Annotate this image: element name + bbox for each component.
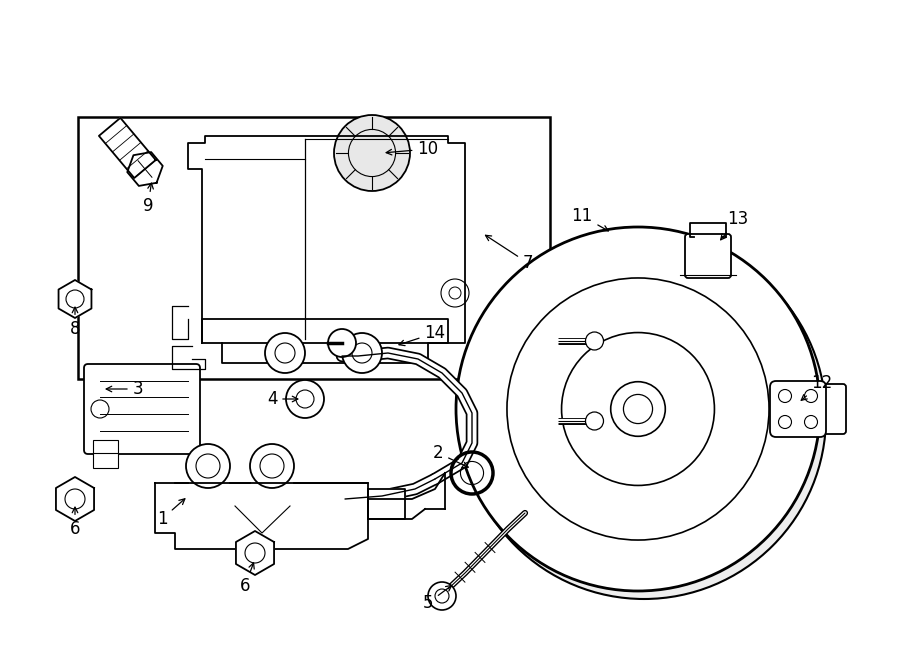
Circle shape [462, 235, 826, 599]
Circle shape [186, 444, 230, 488]
Polygon shape [58, 280, 92, 318]
Polygon shape [56, 477, 94, 521]
Text: 7: 7 [485, 235, 533, 272]
Text: 14: 14 [399, 324, 446, 346]
Polygon shape [155, 483, 405, 549]
Polygon shape [99, 118, 156, 178]
Text: 12: 12 [801, 374, 832, 401]
Circle shape [586, 412, 604, 430]
Circle shape [250, 444, 294, 488]
Polygon shape [127, 152, 163, 186]
Polygon shape [202, 319, 448, 363]
Text: 11: 11 [572, 207, 608, 231]
Text: 13: 13 [721, 210, 749, 240]
Circle shape [624, 395, 652, 424]
Circle shape [265, 333, 305, 373]
Bar [93, 440, 118, 455]
Polygon shape [236, 531, 274, 575]
Polygon shape [188, 136, 465, 343]
Circle shape [428, 582, 456, 610]
Circle shape [456, 227, 820, 591]
FancyBboxPatch shape [84, 364, 200, 454]
Circle shape [328, 329, 356, 357]
Circle shape [586, 332, 604, 350]
Text: 1: 1 [157, 499, 184, 528]
Circle shape [286, 380, 324, 418]
Text: 4: 4 [266, 390, 298, 408]
Circle shape [334, 115, 410, 191]
Text: 10: 10 [386, 140, 438, 158]
FancyBboxPatch shape [685, 234, 731, 278]
Text: 3: 3 [106, 380, 143, 398]
Bar [93, 453, 118, 468]
Text: 6: 6 [70, 507, 80, 538]
Circle shape [342, 333, 382, 373]
Text: 5: 5 [423, 586, 452, 612]
Text: 9: 9 [143, 183, 153, 215]
FancyBboxPatch shape [770, 381, 826, 437]
Text: 6: 6 [239, 563, 254, 595]
Text: 8: 8 [70, 307, 80, 338]
Text: 2: 2 [433, 444, 468, 467]
Bar [78, 117, 550, 379]
FancyBboxPatch shape [812, 384, 846, 434]
Polygon shape [172, 306, 188, 339]
